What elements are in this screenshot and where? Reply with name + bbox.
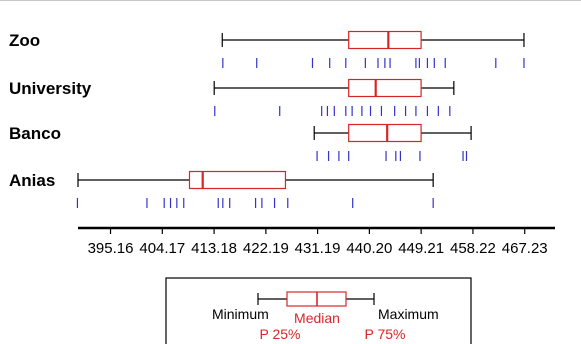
tick-label: 449.21 — [398, 240, 444, 257]
row-anias: Anias — [9, 170, 434, 208]
legend-q3-label: P 75% — [365, 326, 406, 342]
category-label: Anias — [9, 171, 55, 190]
tick-label: 422.19 — [243, 240, 289, 257]
category-label: Zoo — [9, 31, 40, 50]
row-banco: Banco — [9, 123, 472, 161]
legend-frame — [165, 277, 472, 344]
tick-label: 431.19 — [295, 240, 341, 257]
tick-label: 395.16 — [88, 240, 134, 257]
tick-label: 440.20 — [346, 240, 392, 257]
legend-q1-label: P 25% — [260, 326, 301, 342]
legend-min-label: Minimum — [212, 306, 269, 322]
iqr-box — [348, 78, 422, 98]
iqr-box — [188, 170, 287, 190]
tick-label: 404.17 — [139, 240, 185, 257]
iqr-box — [348, 123, 422, 143]
row-zoo: Zoo — [9, 30, 525, 68]
tick-label: 467.23 — [502, 240, 548, 257]
legend-max-label: Maximum — [378, 306, 439, 322]
row-university: University — [9, 78, 455, 116]
tick-label: 413.18 — [191, 240, 237, 257]
iqr-box — [348, 30, 422, 50]
legend: Minimum Median Maximum P 25% P 75% — [165, 277, 472, 344]
tick-label: 458.22 — [450, 240, 496, 257]
category-label: University — [9, 79, 92, 98]
category-label: Banco — [9, 124, 61, 143]
x-axis: 395.16 404.17 413.18 422.19 431.19 440.20 449.… — [78, 226, 555, 257]
chart-rows: Zoo University Banco Anias — [9, 30, 525, 208]
legend-median-label: Median — [294, 310, 340, 326]
